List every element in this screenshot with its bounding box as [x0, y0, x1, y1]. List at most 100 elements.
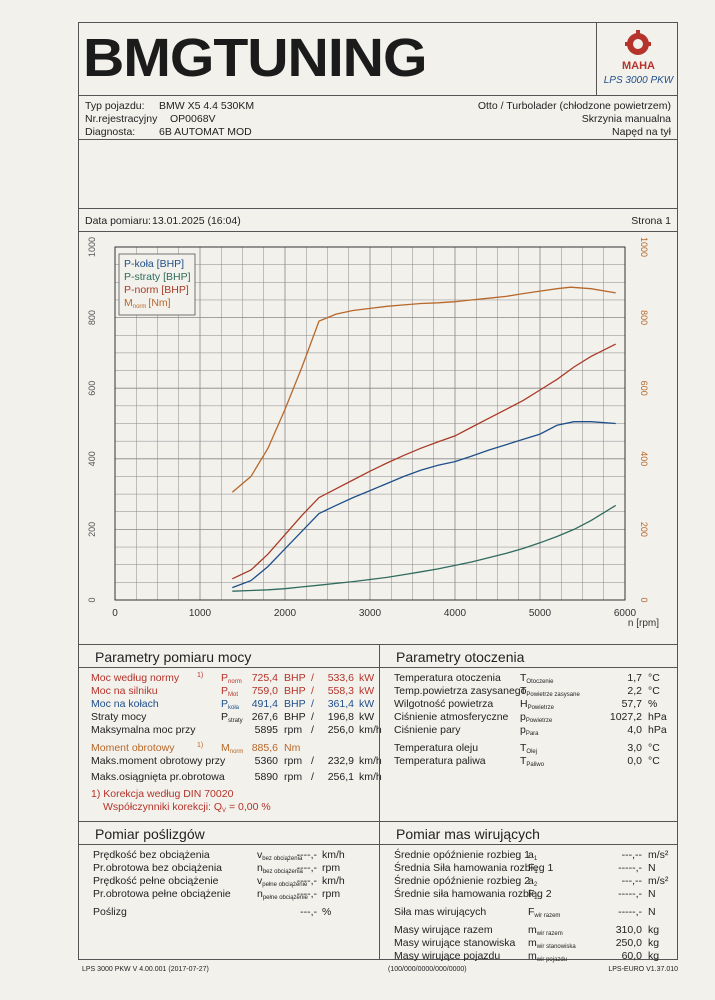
- chart-box: Data pomiaru: 13.01.2025 (16:04) Strona …: [78, 208, 678, 645]
- power-row-slash: /: [311, 771, 314, 783]
- inertia-row-value: 60,0: [621, 950, 642, 962]
- inertia-row-sub: wir razem: [534, 913, 561, 919]
- inertia-row-symbol: mwir pojazdu: [528, 950, 567, 966]
- y-right-tick-label: 200: [639, 522, 649, 537]
- inertia-row-sym: m: [528, 950, 537, 962]
- ambient-row-label: Temperatura otoczenia: [394, 672, 501, 684]
- slip-row-sub: bez obciążenia: [262, 856, 303, 862]
- inertia-row-sub: 1: [534, 869, 538, 875]
- power-row-label: Maksymalna moc przy: [91, 724, 196, 736]
- power-row-unit1: Nm: [284, 742, 301, 754]
- x-tick-label: 1000: [189, 608, 212, 619]
- inertia-row-sub: 2: [533, 882, 538, 888]
- ambient-row-value: 57,7: [621, 698, 642, 710]
- power-row-sym: P: [221, 711, 229, 723]
- ambient-row-label: Temperatura paliwa: [394, 755, 486, 767]
- power-row-sym: P: [221, 698, 229, 710]
- slip-row-sub: pełne obciążenie: [262, 895, 308, 901]
- power-row-unit1: rpm: [284, 724, 303, 736]
- inertia-row-sub: wir pojazdu: [536, 957, 568, 963]
- ambient-row-sub: Powietrze: [527, 705, 554, 711]
- y-right-tick-label: 1000: [639, 237, 649, 257]
- inertia-row-unit: N: [648, 888, 656, 900]
- inertia-row-sym: F: [528, 862, 535, 874]
- ambient-row-label: Temp.powietrza zasysanego: [394, 685, 527, 697]
- power-row-slash: /: [311, 724, 314, 736]
- maha-logo-box: MAHA LPS 3000 PKW: [596, 22, 680, 96]
- power-row-value1: 759,0: [251, 685, 278, 697]
- slip-row-value: ---,-: [300, 906, 317, 918]
- power-row-slash: /: [311, 685, 314, 697]
- inertia-row-unit: N: [648, 906, 656, 918]
- ambient-row-sym: T: [520, 685, 527, 697]
- power-row-unit1: rpm: [284, 755, 303, 767]
- power-row-label: Straty mocy: [91, 711, 147, 723]
- y-tick-label: 200: [87, 522, 97, 537]
- ambient-row-value: 4,0: [627, 724, 642, 736]
- ambient-row-symbol: HPowietrze: [520, 698, 554, 714]
- power-row-unit2: km/h: [359, 755, 382, 767]
- legend-entry: P-koła [BHP]: [124, 258, 184, 270]
- slip-row-symbol: npełne obciążenie: [257, 888, 308, 904]
- ambient-row-symbol: TPaliwo: [520, 755, 544, 771]
- power-row-value2: 533,6: [327, 672, 354, 684]
- ambient-row-value: 1,7: [627, 672, 642, 684]
- wheel-power-line: [232, 421, 616, 589]
- inertia-row-unit: kg: [648, 950, 660, 962]
- slip-row-symbol: nbez obciążenia: [257, 862, 303, 878]
- registration-value: OP0068V: [170, 113, 216, 125]
- legend-entry-name: P-norm [BHP]: [124, 284, 189, 296]
- slip-row-sym: v: [257, 875, 263, 887]
- inertia-row-symbol: Fwir razem: [528, 906, 560, 922]
- footer-center: (100/000/0000/000/0000): [388, 966, 467, 973]
- ambient-row-unit: °C: [648, 672, 660, 684]
- power-row-sym: P: [221, 685, 229, 697]
- power-row-slash: /: [311, 672, 314, 684]
- slip-box: Pomiar poślizgów Prędkość bez obciążenia…: [78, 821, 380, 960]
- inertia-row-unit: m/s²: [648, 875, 669, 887]
- ambient-row-value: 3,0: [627, 742, 642, 754]
- slip-row-sub: pełne obciążenie: [262, 882, 308, 888]
- y-right-tick-label: 800: [639, 310, 649, 325]
- slip-row-symbol: vbez obciążenia: [257, 849, 302, 865]
- inertia-row-symbol: F2: [528, 888, 538, 904]
- power-row-value2: 256,0: [327, 724, 354, 736]
- ambient-row-label: Ciśnienie pary: [394, 724, 461, 736]
- ambient-row-symbol: TOlej: [520, 742, 537, 758]
- x-tick-label: 6000: [614, 608, 637, 619]
- vehicle-type-value: BMW X5 4.4 530KM: [159, 100, 255, 112]
- legend-entry: P-straty [BHP]: [124, 271, 191, 283]
- power-row-unit2: km/h: [359, 724, 382, 736]
- inertia-box: Pomiar mas wirujących Średnie opóźnienie…: [379, 821, 678, 963]
- inertia-title-divider: [380, 844, 677, 845]
- power-row-unit1: rpm: [284, 771, 303, 783]
- power-row-sym: M: [221, 742, 230, 754]
- inertia-row-label: Masy wirujące stanowiska: [394, 937, 516, 949]
- legend-entry-name: M: [124, 297, 133, 309]
- inertia-row-value: -----,-: [618, 906, 642, 918]
- inertia-row-value: -----,-: [618, 888, 642, 900]
- ambient-row-sym: T: [520, 742, 527, 754]
- y-tick-label: 400: [87, 451, 97, 466]
- slip-row-label: Pr.obrotowa bez obciążenia: [93, 862, 222, 874]
- slip-row-value: ----,-: [296, 888, 317, 900]
- slip-row-value: ----,-: [296, 849, 317, 861]
- ambient-row-unit: °C: [648, 685, 660, 697]
- inertia-row-sym: m: [528, 937, 537, 949]
- ambient-row-unit: hPa: [648, 724, 667, 736]
- loss-power-line: [232, 504, 617, 592]
- ambient-params-title: Parametry otoczenia: [396, 649, 525, 665]
- vehicle-info-box: Typ pojazdu: BMW X5 4.4 530KM Nr.rejestr…: [78, 95, 678, 209]
- power-row-sup: 1): [197, 742, 204, 749]
- ambient-row-sub: Otoczenie: [526, 679, 554, 685]
- power-title-divider: [79, 667, 379, 668]
- inertia-row-symbol: mwir razem: [528, 924, 563, 940]
- ambient-row-unit: hPa: [648, 711, 667, 723]
- power-row-symbol: Pkoła: [221, 698, 239, 714]
- vehicle-type-label: Typ pojazdu:: [85, 100, 145, 112]
- power-row-unit2: kW: [359, 672, 375, 684]
- x-tick-label: 3000: [359, 608, 382, 619]
- power-row-sup: 1): [197, 672, 204, 679]
- legend-entry-name: P-koła [BHP]: [124, 258, 184, 270]
- inertia-row-label: Masy wirujące pojazdu: [394, 950, 501, 962]
